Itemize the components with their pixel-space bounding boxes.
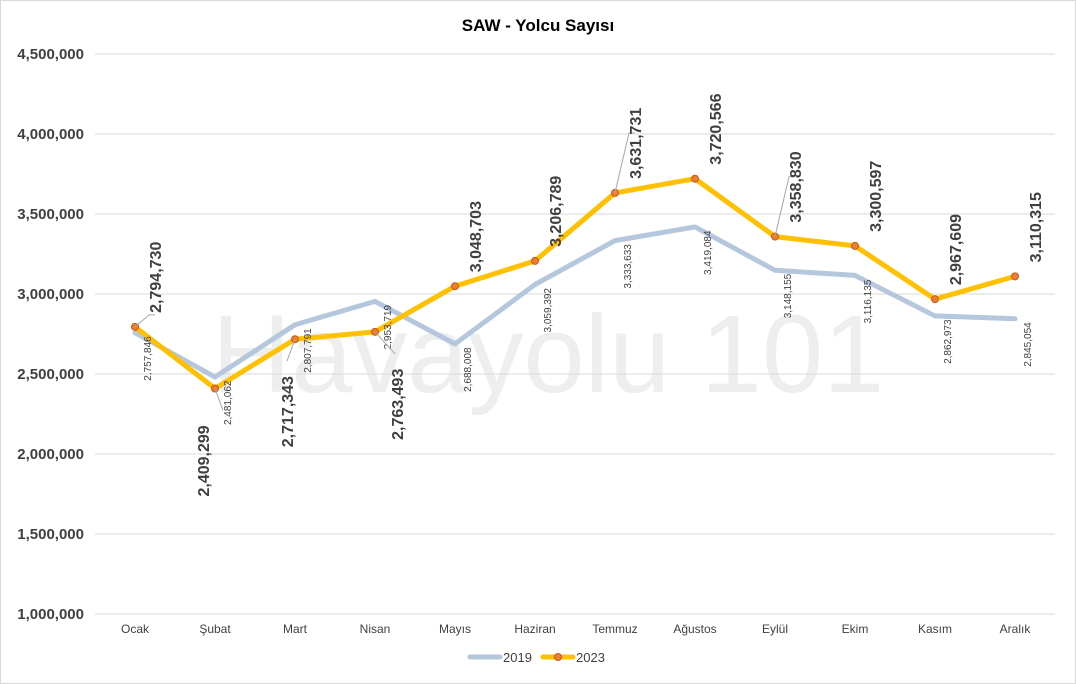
data-label-2019: 3,148,155 xyxy=(783,273,794,318)
x-tick-label: Ağustos xyxy=(673,622,716,636)
data-label-2019: 3,059,392 xyxy=(543,288,554,333)
data-label-2023: 3,358,830 xyxy=(788,151,805,222)
data-point-2023 xyxy=(931,295,939,304)
x-tick-label: Mayıs xyxy=(439,622,471,636)
data-label-2019: 2,688,008 xyxy=(463,347,474,392)
chart-title: SAW - Yolcu Sayısı xyxy=(461,16,615,35)
data-label-2019: 2,757,846 xyxy=(143,336,154,381)
x-tick-label: Nisan xyxy=(360,622,391,636)
leader-line xyxy=(374,331,396,355)
y-tick-label: 3,000,000 xyxy=(17,286,84,303)
data-label-2023: 2,717,343 xyxy=(280,376,297,447)
y-tick-label: 2,000,000 xyxy=(17,446,84,463)
leader-line xyxy=(614,132,630,194)
data-label-2023: 3,720,566 xyxy=(708,93,725,164)
x-tick-label: Aralık xyxy=(1000,622,1032,636)
x-tick-label: Haziran xyxy=(514,622,555,636)
data-label-2019: 2,953,719 xyxy=(383,304,394,349)
watermark-text: Havayolu 101 xyxy=(212,293,885,416)
data-label-2019: 2,862,973 xyxy=(943,319,954,364)
x-tick-label: Ekim xyxy=(842,622,869,636)
data-point-2023 xyxy=(691,174,699,183)
data-point-2023 xyxy=(1011,272,1019,281)
y-tick-label: 4,500,000 xyxy=(17,46,84,63)
data-point-2023 xyxy=(851,241,859,250)
data-label-2023: 2,409,299 xyxy=(196,425,213,496)
x-tick-label: Kasım xyxy=(918,622,952,636)
data-label-2019: 3,333,633 xyxy=(623,244,634,289)
x-tick-label: Eylül xyxy=(762,622,788,636)
data-label-2023: 3,206,789 xyxy=(548,176,565,247)
series-line-2023 xyxy=(132,176,1018,392)
y-tick-label: 1,000,000 xyxy=(17,606,84,623)
data-label-2023: 3,110,315 xyxy=(1028,192,1045,262)
legend-label-2023: 2023 xyxy=(576,650,605,665)
data-label-2023: 3,631,731 xyxy=(628,108,645,179)
data-label-2019: 2,807,791 xyxy=(303,328,314,373)
leader-line xyxy=(134,314,150,328)
data-label-2019: 3,116,135 xyxy=(863,279,874,323)
x-tick-label: Ocak xyxy=(121,622,150,636)
x-tick-label: Temmuz xyxy=(592,622,637,636)
legend-marker-2023 xyxy=(554,653,562,661)
x-tick-label: Mart xyxy=(283,622,308,636)
legend-label-2019: 2019 xyxy=(503,650,532,665)
leader-line xyxy=(214,388,224,411)
data-label-2023: 2,794,730 xyxy=(148,242,165,313)
data-label-2023: 3,048,703 xyxy=(468,201,485,272)
data-label-2023: 2,763,493 xyxy=(390,369,407,440)
y-tick-label: 2,500,000 xyxy=(17,366,84,383)
series-line-2019 xyxy=(132,224,1018,380)
data-label-2019: 2,845,054 xyxy=(1023,322,1034,367)
y-tick-label: 3,500,000 xyxy=(17,206,84,223)
leader-line xyxy=(774,176,790,237)
x-tick-label: Şubat xyxy=(199,622,231,636)
data-label-2019: 3,419,084 xyxy=(703,230,714,275)
data-label-2023: 3,300,597 xyxy=(868,161,885,232)
data-label-2023: 2,967,609 xyxy=(948,214,965,285)
data-point-2023 xyxy=(531,256,539,265)
data-point-2023 xyxy=(451,282,459,291)
y-tick-label: 1,500,000 xyxy=(17,526,84,543)
leader-line xyxy=(286,339,296,362)
data-label-2019: 2,481,062 xyxy=(223,380,234,425)
y-tick-label: 4,000,000 xyxy=(17,126,84,143)
